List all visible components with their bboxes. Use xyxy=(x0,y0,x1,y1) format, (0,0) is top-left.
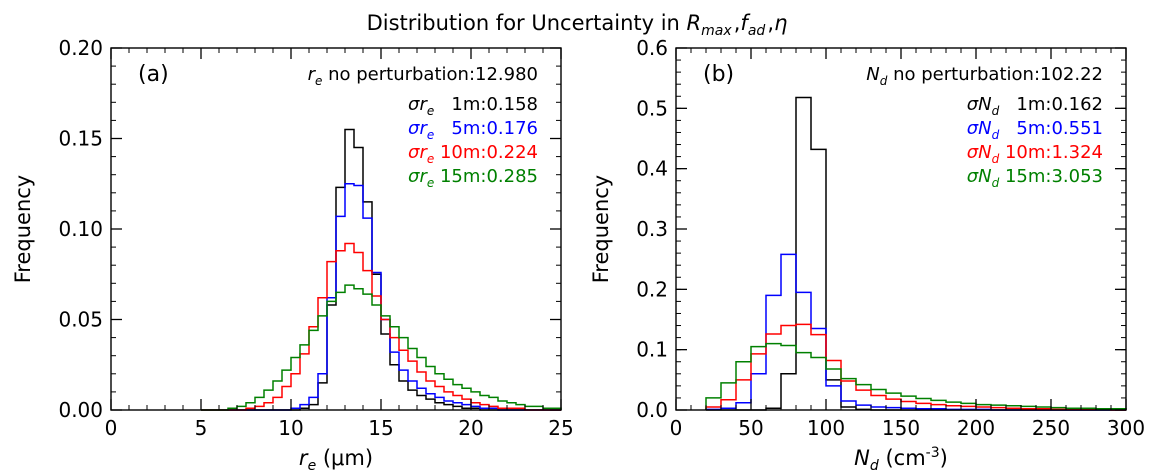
x-tick-label: 15 xyxy=(368,416,393,440)
stat-label-10m: σNd 10m:1.324 xyxy=(967,142,1103,166)
x-tick-label: 5 xyxy=(195,416,208,440)
x-tick-label: 250 xyxy=(1032,416,1070,440)
y-tick-label: 0.0 xyxy=(636,398,668,422)
panel-label: (b) xyxy=(703,62,734,87)
x-tick-label: 100 xyxy=(807,416,845,440)
figure-title: Distribution for Uncertainty in Rmax ,fa… xyxy=(367,11,788,39)
y-tick-label: 0.00 xyxy=(58,398,103,422)
x-tick-label: 25 xyxy=(548,416,573,440)
stat-label-5m: σre 5m:0.176 xyxy=(408,118,538,142)
y-tick-label: 0.20 xyxy=(58,36,103,60)
y-tick-label: 0.10 xyxy=(58,217,103,241)
y-tick-label: 0.15 xyxy=(58,127,103,151)
stat-label-15m: σNd 15m:3.053 xyxy=(967,166,1103,190)
y-axis-label: Frequency xyxy=(11,175,35,284)
panel-b: 0 50 100 150 200 250 300 0.0 0.1 0.2 0.3 0.4 0.5 0.6 N… xyxy=(589,36,1145,474)
no-perturbation-label: Nd no perturbation:102.22 xyxy=(866,64,1103,88)
y-tick-label: 0.5 xyxy=(636,96,668,120)
stat-label-1m: σre 1m:0.158 xyxy=(408,94,538,118)
histogram-series-10m xyxy=(201,242,561,411)
y-axis-label: Frequency xyxy=(589,175,613,284)
y-tick-label: 0.4 xyxy=(636,157,668,181)
x-axis-label: Nd (cm-3) xyxy=(854,445,948,474)
y-tick-label: 0.2 xyxy=(636,277,668,301)
x-tick-label: 300 xyxy=(1107,416,1145,440)
x-tick-label: 50 xyxy=(738,416,763,440)
stat-label-1m: σNd 1m:0.162 xyxy=(967,94,1103,118)
x-tick-label: 200 xyxy=(957,416,995,440)
y-tick-label: 0.05 xyxy=(58,308,103,332)
histogram-series-15m xyxy=(705,342,1127,410)
stat-label-15m: σre 15m:0.285 xyxy=(408,166,538,190)
no-perturbation-label: re no perturbation:12.980 xyxy=(308,64,538,88)
y-tick-label: 0.6 xyxy=(636,36,668,60)
x-tick-label: 10 xyxy=(278,416,303,440)
x-axis-label: re (μm) xyxy=(299,446,373,474)
histogram-series-15m xyxy=(201,284,562,411)
stat-label-10m: σre 10m:0.224 xyxy=(408,142,538,166)
histogram-series-5m xyxy=(705,253,1126,411)
panel-label: (a) xyxy=(138,62,169,87)
x-tick-label: 20 xyxy=(458,416,483,440)
stat-label-5m: σNd 5m:0.551 xyxy=(967,118,1103,142)
y-tick-label: 0.3 xyxy=(636,217,668,241)
x-tick-label: 0 xyxy=(105,416,118,440)
x-tick-label: 150 xyxy=(882,416,920,440)
y-tick-label: 0.1 xyxy=(636,338,668,362)
panel-a: 0 5 10 15 20 25 0.00 0.05 0.10 0.15 0.20 re (μm) Fre… xyxy=(11,36,574,474)
x-tick-label: 0 xyxy=(670,416,683,440)
